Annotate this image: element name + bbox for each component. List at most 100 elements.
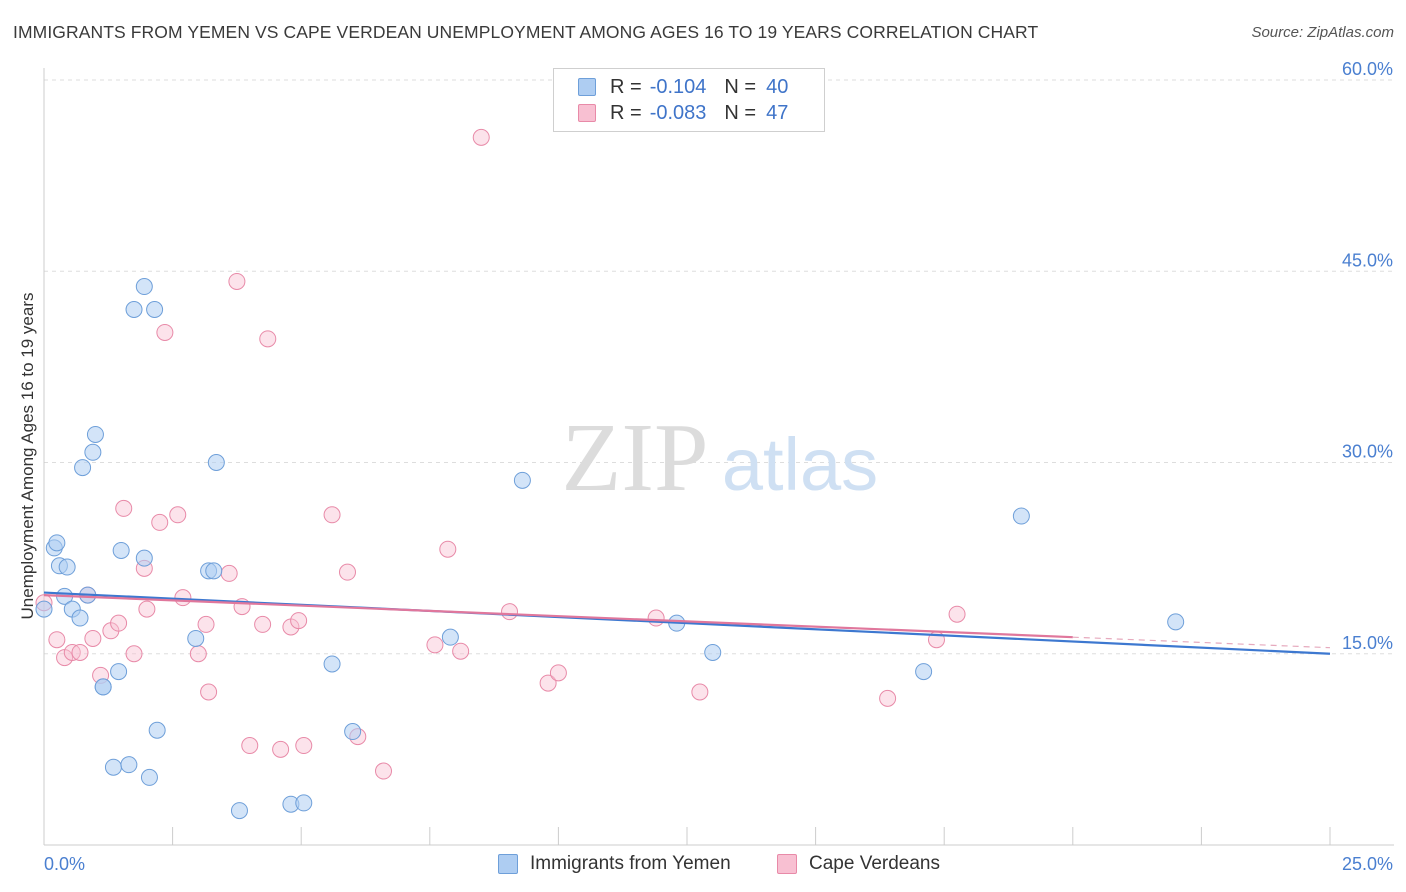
point-cape-verdeans <box>375 762 393 780</box>
correlation-legend: R = -0.104 N = 40 R = -0.083 N = 47 <box>553 68 825 132</box>
legend-n-value-cape-verdeans: 47 <box>766 101 789 124</box>
y-tick-label: 45.0% <box>1342 250 1393 270</box>
series-label-cape-verdeans: Cape Verdeans <box>809 853 940 874</box>
x-axis-ticks <box>172 827 1331 845</box>
point-yemen <box>35 600 53 618</box>
point-cape-verdeans <box>200 683 218 701</box>
point-yemen <box>1167 613 1185 631</box>
legend-swatch-yemen <box>578 78 596 96</box>
point-cape-verdeans <box>549 664 567 682</box>
point-yemen <box>135 549 153 567</box>
watermark-zip: ZIP <box>562 404 709 512</box>
point-yemen <box>58 558 76 576</box>
point-cape-verdeans <box>272 740 290 758</box>
point-yemen <box>295 794 313 812</box>
y-tick-label: 15.0% <box>1342 633 1393 653</box>
legend-r-label: R = <box>610 75 642 98</box>
y-tick-label: 60.0% <box>1342 59 1393 79</box>
point-yemen <box>104 758 122 776</box>
series-swatch-cape-verdeans <box>777 854 797 874</box>
point-yemen <box>704 643 722 661</box>
point-cape-verdeans <box>295 737 313 755</box>
legend-n-label: N = <box>724 75 757 98</box>
x-tick-label: 0.0% <box>44 854 85 874</box>
point-cape-verdeans <box>169 506 187 524</box>
point-cape-verdeans <box>426 636 444 654</box>
watermark: ZIP atlas <box>562 404 879 512</box>
point-yemen <box>205 562 223 580</box>
legend-n-label: N = <box>724 101 757 124</box>
y-axis-tick-labels: 15.0% 30.0% 45.0% 60.0% <box>1342 59 1393 653</box>
chart-title: IMMIGRANTS FROM YEMEN VS CAPE VERDEAN UN… <box>13 22 1039 42</box>
axes <box>43 68 1394 846</box>
point-cape-verdeans <box>691 683 709 701</box>
series-legend-yemen: Immigrants from Yemen <box>498 852 731 876</box>
point-cape-verdeans <box>84 629 102 647</box>
point-cape-verdeans <box>228 272 246 290</box>
legend-r-value-yemen: -0.104 <box>649 75 707 98</box>
point-yemen <box>84 443 102 461</box>
point-cape-verdeans <box>189 645 207 663</box>
point-yemen <box>207 454 225 471</box>
point-cape-verdeans <box>138 600 156 618</box>
point-cape-verdeans <box>241 737 259 755</box>
point-cape-verdeans <box>71 643 89 661</box>
point-cape-verdeans <box>220 564 238 582</box>
point-yemen <box>146 301 164 318</box>
trend-extension-cape-verdeans <box>1072 636 1331 649</box>
point-yemen <box>441 628 459 646</box>
point-yemen <box>110 663 128 681</box>
point-cape-verdeans <box>125 645 143 663</box>
point-yemen <box>120 756 138 774</box>
point-cape-verdeans <box>110 614 128 632</box>
point-cape-verdeans <box>647 609 665 627</box>
point-yemen <box>135 278 153 296</box>
legend-row-cape-verdeans: R = -0.083 N = 47 <box>578 101 788 125</box>
point-cape-verdeans <box>472 128 490 146</box>
point-yemen <box>915 663 933 681</box>
point-cape-verdeans <box>174 589 192 607</box>
trend-line-cape-verdeans <box>43 594 1073 639</box>
y-tick-label: 30.0% <box>1342 442 1393 462</box>
trend-line-yemen <box>43 591 1331 655</box>
point-yemen <box>74 459 92 477</box>
point-yemen <box>125 301 143 318</box>
series-legend-cape-verdeans: Cape Verdeans <box>777 852 940 876</box>
point-yemen <box>112 541 130 559</box>
point-cape-verdeans <box>452 642 470 660</box>
point-cape-verdeans <box>290 612 308 630</box>
point-cape-verdeans <box>259 330 277 348</box>
series-swatch-yemen <box>498 854 518 874</box>
point-cape-verdeans <box>197 615 215 633</box>
legend-row-yemen: R = -0.104 N = 40 <box>578 75 788 99</box>
trend-lines <box>43 591 1331 655</box>
legend-swatch-cape-verdeans <box>578 104 596 122</box>
legend-r-value-cape-verdeans: -0.083 <box>649 101 707 124</box>
legend-n-value-yemen: 40 <box>766 75 789 98</box>
point-cape-verdeans <box>323 506 341 524</box>
series-label-yemen: Immigrants from Yemen <box>530 853 731 874</box>
point-yemen <box>86 425 104 443</box>
point-cape-verdeans <box>501 603 519 621</box>
point-yemen <box>48 534 66 552</box>
point-cape-verdeans <box>115 499 133 517</box>
point-yemen <box>1012 507 1030 525</box>
point-yemen <box>187 629 205 647</box>
point-cape-verdeans <box>48 631 66 649</box>
y-axis-label: Unemployment Among Ages 16 to 19 years <box>18 293 37 620</box>
point-cape-verdeans <box>151 513 169 531</box>
point-cape-verdeans <box>254 615 272 633</box>
point-yemen <box>323 655 341 673</box>
legend-r-label: R = <box>610 101 642 124</box>
x-tick-label: 25.0% <box>1342 854 1393 874</box>
point-yemen <box>230 802 248 820</box>
watermark-atlas: atlas <box>722 423 878 506</box>
grid-lines <box>44 79 1394 655</box>
point-yemen <box>148 721 166 739</box>
point-cape-verdeans <box>156 323 174 341</box>
x-axis-tick-labels: 0.0% 25.0% <box>44 854 1393 874</box>
point-cape-verdeans <box>948 605 966 623</box>
source-label: Source: ZipAtlas.com <box>1251 24 1394 41</box>
point-yemen <box>513 471 531 489</box>
